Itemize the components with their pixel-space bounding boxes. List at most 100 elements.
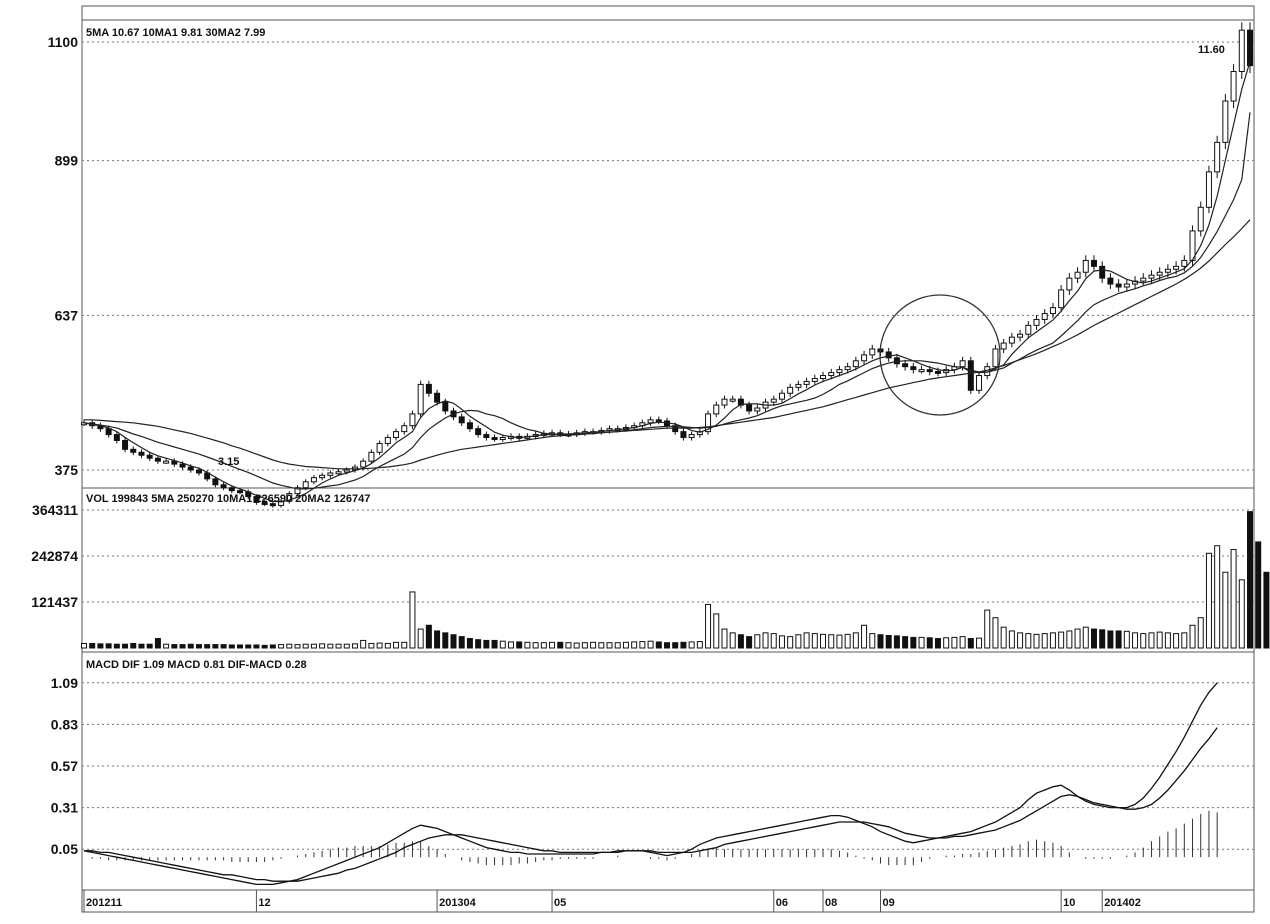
candle-body [852,360,859,368]
candle-body [1205,171,1212,208]
volume-bar [540,642,547,649]
volume-bar [425,624,432,649]
volume-bar [820,633,827,649]
candle-body [754,407,761,412]
volume-bar [655,641,662,649]
volume-bar [1214,545,1221,649]
volume-bar [335,643,342,649]
volume-bar [401,641,408,649]
volume-bar [261,644,268,649]
volume-bar [631,641,638,649]
volume-bar [228,644,235,649]
price-legend: 5MA 10.67 10MA1 9.81 30MA2 7.99 [86,27,265,39]
candle-body [499,437,506,441]
volume-bar [171,644,178,649]
volume-bar [434,630,441,649]
candle-body [138,451,145,456]
candle-body [1238,29,1245,73]
volume-bar [384,642,391,649]
volume-bar [1033,633,1040,649]
volume-bar [598,642,605,649]
macd-y-tick-label: 0.31 [51,800,78,816]
volume-bar [269,644,276,649]
candle-body [713,404,720,415]
candle-body [310,477,317,483]
volume-bar [664,642,670,649]
candle-body [655,419,662,423]
x-tick-label: 10 [1063,897,1075,909]
volume-bar [179,644,186,649]
candle-body [1173,265,1180,270]
volume-bar [828,634,835,649]
volume-bar [1090,628,1097,649]
volume-bar [762,632,769,649]
volume-bar [573,642,580,649]
volume-bar [253,644,260,649]
candle-body [212,478,219,486]
volume-bar [212,644,219,649]
volume-bar [1148,632,1155,649]
grid-lines [82,41,1254,850]
candle-body [163,460,170,464]
volume-bar [688,641,695,649]
x-tick-label: 05 [554,897,566,909]
volume-bar [1197,617,1204,649]
volume-bar [803,632,810,649]
candle-body [1033,318,1040,326]
volume-bar [1238,579,1245,649]
candle-body [992,348,999,368]
candle-body [187,466,194,471]
price-panel [81,22,1253,508]
x-tick-label: 09 [882,897,894,909]
volume-bar [565,642,572,649]
candle-body [1008,336,1015,344]
candle-body [335,471,342,475]
volume-bar [877,634,884,649]
volume-bar [549,641,556,649]
volume-bar [483,639,490,649]
ma-line-30MA2 [84,219,1251,470]
volume-bar [491,639,498,649]
price-y-tick-label: 637 [55,307,79,323]
volume-bar [581,642,588,649]
candle-body [680,431,687,439]
candle-body [729,398,736,402]
candle-body [976,375,983,391]
candle-body [967,360,974,391]
volume-bar [869,633,876,649]
candle-body [959,360,966,368]
candle-body [228,487,235,492]
macd-line-DEA [84,727,1218,882]
candle-body [434,392,441,403]
candle-body [105,428,112,436]
candle-body [787,386,794,394]
volume-bar [1230,549,1237,649]
candle-body [1214,141,1221,173]
volume-bar [113,643,120,649]
volume-bar [680,641,687,649]
volume-bar [1140,633,1147,649]
volume-bar [409,591,416,649]
candle-body [902,363,909,368]
volume-bar [557,641,564,649]
volume-bar [360,639,367,649]
candle-body [146,454,153,459]
volume-bar [1123,630,1130,649]
candle-body [861,354,868,362]
volume-bar [713,613,720,649]
candle-body [869,348,876,356]
volume-bar [1255,541,1262,649]
candle-body [253,496,260,503]
volume-bar [705,603,712,649]
candle-body [368,451,375,462]
volume-bar [787,636,794,649]
candle-body [483,434,490,439]
volume-bar [721,628,728,649]
candle-body [910,366,917,371]
candle-body [475,428,482,436]
volume-bar [97,643,104,649]
volume-bar [811,633,818,649]
candle-body [393,431,400,439]
volume-bar [729,632,736,649]
volume-bar [754,634,761,649]
